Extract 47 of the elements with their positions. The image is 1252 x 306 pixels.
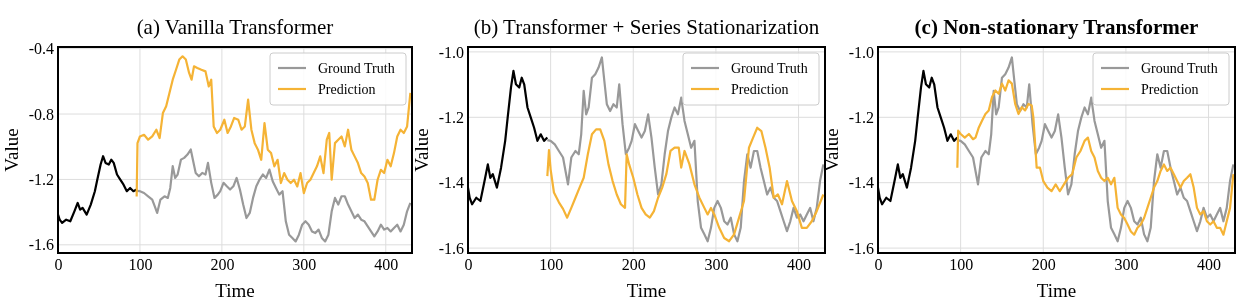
- y-tick-label: -1.6: [438, 239, 464, 257]
- line-series: [135, 55, 412, 201]
- chart-title: (b) Transformer + Series Stationarization: [473, 15, 820, 39]
- y-tick-label: -1.4: [438, 174, 464, 192]
- x-axis-title: Time: [626, 280, 667, 301]
- legend-label: Prediction: [1141, 82, 1199, 97]
- x-tick-label: 0: [464, 256, 473, 274]
- legend-label: Ground Truth: [318, 61, 395, 76]
- x-tick-label: 200: [210, 256, 235, 274]
- y-axis-title: Value: [1, 128, 22, 172]
- line-series: [546, 126, 825, 243]
- y-tick-label: -1.2: [848, 108, 874, 126]
- y-tick-label: -1.0: [438, 43, 464, 61]
- x-tick-label: 100: [128, 256, 153, 274]
- legend-label: Ground Truth: [1141, 61, 1218, 76]
- chart-title: (c) Non-stationary Transformer: [914, 15, 1199, 39]
- x-tick-label: 300: [292, 256, 317, 274]
- y-tick-label: -0.8: [28, 105, 54, 123]
- legend-label: Prediction: [318, 82, 376, 97]
- y-tick-label: -1.0: [848, 43, 874, 61]
- y-axis-title: Value: [411, 128, 432, 172]
- y-tick-label: -1.2: [438, 108, 464, 126]
- x-tick-label: 200: [621, 256, 646, 274]
- x-tick-label: 400: [787, 256, 812, 274]
- x-tick-label: 300: [1114, 256, 1139, 274]
- x-tick-label: 200: [1031, 256, 1056, 274]
- line-series: [135, 148, 412, 243]
- line-series: [546, 56, 825, 243]
- y-tick-label: -1.6: [848, 239, 874, 257]
- x-tick-label: 100: [539, 256, 564, 274]
- x-tick-label: 400: [1197, 256, 1222, 274]
- y-tick-label: -1.4: [848, 174, 874, 192]
- x-axis-title: Time: [215, 280, 255, 301]
- x-axis-title: Time: [1036, 280, 1077, 301]
- legend-label: Prediction: [731, 82, 789, 97]
- legend-label: Ground Truth: [731, 61, 808, 76]
- x-tick-label: 300: [704, 256, 729, 274]
- x-tick-label: 100: [949, 256, 974, 274]
- line-series: [956, 79, 1235, 236]
- x-tick-label: 0: [54, 256, 63, 274]
- y-tick-label: -1.2: [28, 171, 54, 189]
- y-tick-label: -1.6: [28, 236, 54, 254]
- x-tick-label: 400: [374, 256, 399, 274]
- line-series: [956, 56, 1235, 243]
- y-tick-label: -0.4: [28, 40, 54, 58]
- x-tick-label: 0: [874, 256, 883, 274]
- chart-title: (a) Vanilla Transformer: [136, 15, 334, 39]
